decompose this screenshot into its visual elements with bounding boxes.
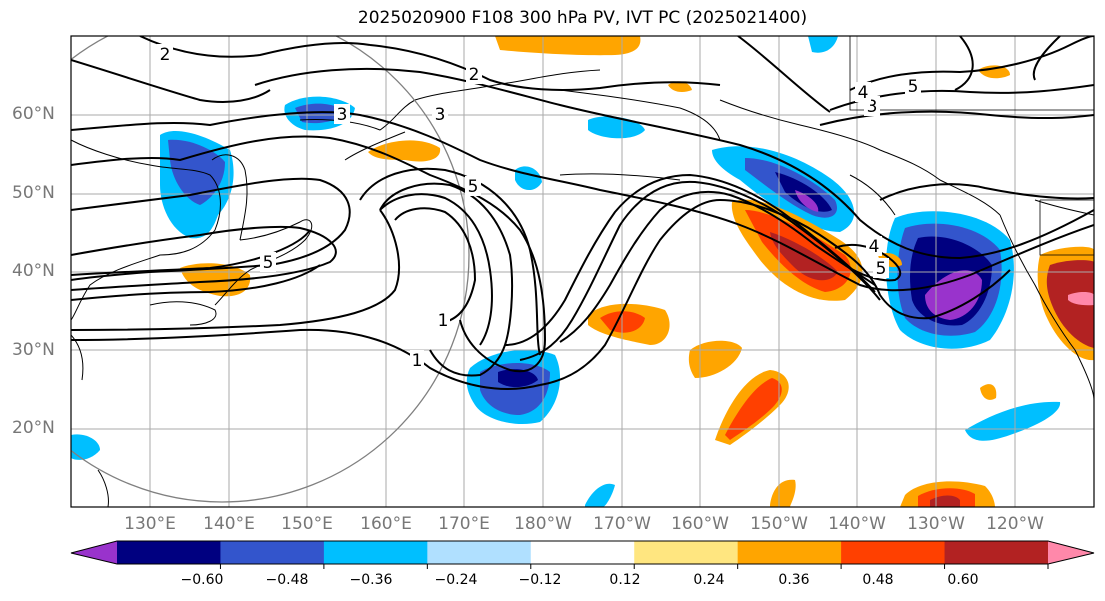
lon-label: 140°E xyxy=(203,514,255,534)
colorbar-tick-label: 0.36 xyxy=(778,572,810,588)
positive-patch-south-small xyxy=(770,479,796,507)
contour-label: 5 xyxy=(876,259,887,279)
contour-label: 3 xyxy=(435,105,446,125)
colorbar-tick-label: −0.12 xyxy=(518,572,562,588)
negative-patch-gulf-alaska xyxy=(712,146,855,232)
lon-label: 150°E xyxy=(281,514,333,534)
lon-label: 150°W xyxy=(750,514,808,534)
colorbar-segment xyxy=(220,541,325,564)
negative-patch-south-small xyxy=(585,483,615,507)
contour-label: 5 xyxy=(263,253,274,273)
colorbar-tick-label: 0.60 xyxy=(947,572,979,588)
contour-labels: 2 2 3 3 3 4 4 5 5 5 5 1 1 xyxy=(157,44,921,371)
lon-label: 170°E xyxy=(438,514,490,534)
lon-label: 130°W xyxy=(907,514,965,534)
contour-label: 5 xyxy=(468,177,479,197)
lat-label: 50°N xyxy=(12,183,55,203)
lon-label: 160°W xyxy=(671,514,729,534)
negative-patch-east-pacific xyxy=(965,401,1061,441)
colorbar-boxes xyxy=(117,541,1049,564)
lon-label: 180°W xyxy=(514,514,572,534)
colorbar-segment xyxy=(634,541,739,564)
lon-label: 120°W xyxy=(986,514,1044,534)
colorbar-extend-low xyxy=(71,541,117,564)
colorbar-segment xyxy=(530,541,635,564)
map-area: 2 2 3 3 3 4 4 5 5 5 5 1 1 xyxy=(71,36,1094,507)
negative-patch-top xyxy=(808,36,838,53)
positive-patch-south xyxy=(900,481,995,507)
colorbar-segment xyxy=(427,541,532,564)
contour-label: 2 xyxy=(469,65,480,85)
colorbar-segment xyxy=(944,541,1049,564)
colorbar-segment xyxy=(737,541,842,564)
colorbar-outline xyxy=(70,540,1095,565)
colorbar-segment xyxy=(841,541,946,564)
colorbar-segment xyxy=(117,541,221,564)
contour-label: 3 xyxy=(867,97,878,117)
contour-label: 2 xyxy=(160,45,171,65)
positive-patch-small xyxy=(980,384,997,400)
contour-label: 1 xyxy=(412,351,423,371)
negative-patch-west-edge xyxy=(71,434,100,460)
map-frame xyxy=(70,35,1095,508)
colorbar-extend-high xyxy=(1048,541,1094,564)
colorbar-segment xyxy=(323,541,428,564)
positive-patch-southwest-us xyxy=(1037,246,1094,361)
graticule xyxy=(71,36,1094,507)
colorbar-tick-label: −0.36 xyxy=(349,572,393,588)
contour-label: 4 xyxy=(869,237,880,257)
colorbar-tick-label: −0.48 xyxy=(265,572,309,588)
lat-label: 30°N xyxy=(12,340,55,360)
contour-label: 5 xyxy=(908,77,919,97)
political-borders xyxy=(849,36,1094,256)
positive-patch-north xyxy=(495,36,641,56)
colorbar-tick-label: 0.12 xyxy=(609,572,641,588)
contour-label: 4 xyxy=(858,83,869,103)
lon-label: 130°E xyxy=(124,514,176,534)
lat-label: 20°N xyxy=(12,418,55,438)
range-circle xyxy=(71,36,470,503)
contour-label: 1 xyxy=(438,311,449,331)
colorbar-tick-label: 0.24 xyxy=(693,572,725,588)
colorbar-tick-label: 0.48 xyxy=(862,572,894,588)
lon-label: 170°W xyxy=(593,514,651,534)
lon-label: 160°E xyxy=(360,514,412,534)
negative-patch-california xyxy=(885,211,1014,349)
lat-label: 40°N xyxy=(12,261,55,281)
colorbar-tick-label: −0.24 xyxy=(434,572,478,588)
colorbar xyxy=(70,540,1095,569)
positive-patch-hawaii xyxy=(715,370,789,445)
positive-patch-bering-small xyxy=(668,81,692,93)
lat-label: 60°N xyxy=(12,104,55,124)
lon-label: 140°W xyxy=(828,514,886,534)
pv-contours xyxy=(71,36,1094,390)
contour-label: 3 xyxy=(337,105,348,125)
map-title: 2025020900 F108 300 hPa PV, IVT PC (2025… xyxy=(357,8,808,28)
colorbar-tick-label: −0.60 xyxy=(180,572,224,588)
